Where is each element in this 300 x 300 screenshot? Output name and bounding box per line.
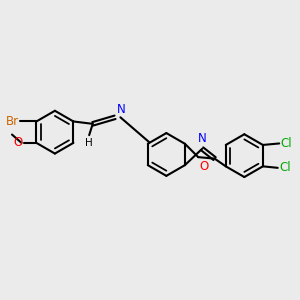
Text: Cl: Cl [280, 137, 292, 150]
Text: Br: Br [5, 115, 19, 128]
Text: O: O [200, 160, 209, 172]
Text: H: H [85, 138, 93, 148]
Text: O: O [14, 136, 23, 149]
Text: N: N [116, 103, 125, 116]
Text: Cl: Cl [279, 161, 290, 174]
Text: N: N [198, 132, 206, 145]
